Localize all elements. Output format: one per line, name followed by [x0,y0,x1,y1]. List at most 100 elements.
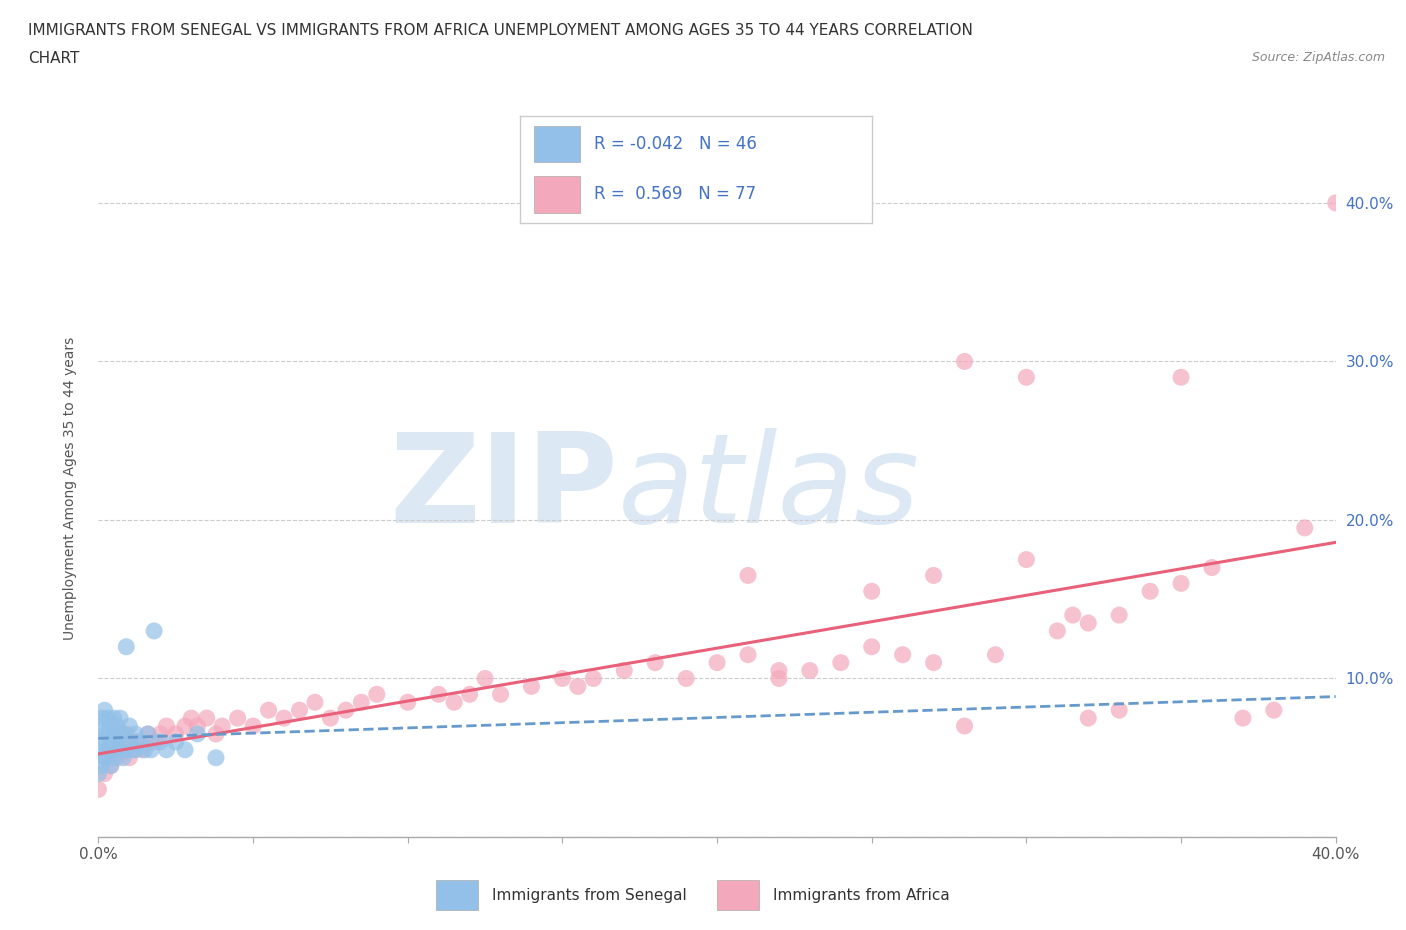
Point [100,735,122,750]
Text: R =  0.569   N = 77: R = 0.569 N = 77 [595,185,756,204]
Point [112,751,135,765]
Point [427,687,450,702]
Point [737,647,759,662]
Point [458,687,481,702]
Point [953,719,976,734]
Point [186,719,208,734]
Point [1108,607,1130,622]
Point [108,735,131,750]
Point [93,751,115,765]
Text: Immigrants from Africa: Immigrants from Africa [773,887,950,903]
Point [87,766,110,781]
Bar [436,880,478,910]
Point [1015,552,1038,567]
Point [97,742,120,757]
Point [860,584,883,599]
Point [108,742,131,757]
Point [105,719,128,734]
Point [103,742,125,757]
Point [108,711,131,725]
Text: atlas: atlas [619,428,920,549]
Point [799,663,821,678]
Point [675,671,697,686]
Point [118,719,141,734]
Point [90,758,112,773]
Point [103,726,125,741]
Point [186,726,208,741]
Bar [534,176,581,213]
Point [100,758,122,773]
Point [350,695,373,710]
Point [134,742,156,757]
Point [103,751,125,765]
Point [103,711,125,725]
Point [97,726,120,741]
Point [520,679,543,694]
Point [1263,703,1285,718]
Point [100,758,122,773]
Text: Source: ZipAtlas.com: Source: ZipAtlas.com [1251,51,1385,64]
Point [124,742,146,757]
Point [100,719,122,734]
Point [443,695,465,710]
Text: CHART: CHART [28,51,80,66]
Point [205,726,228,741]
Point [891,647,914,662]
Point [105,751,128,765]
Point [87,742,110,757]
Point [257,703,280,718]
Point [567,679,589,694]
Point [830,655,852,670]
Point [860,639,883,654]
Bar [717,880,759,910]
Point [1201,560,1223,575]
Point [273,711,295,725]
Point [319,711,342,725]
Point [105,735,128,750]
Text: Immigrants from Senegal: Immigrants from Senegal [492,887,688,903]
Point [124,735,146,750]
Point [97,751,120,765]
Point [335,703,357,718]
Point [489,687,512,702]
Point [1062,607,1084,622]
Point [112,742,135,757]
Point [953,354,976,369]
Point [984,647,1007,662]
Point [288,703,311,718]
Point [143,735,166,750]
Point [93,766,115,781]
Point [1170,370,1192,385]
Point [613,663,636,678]
Point [211,719,233,734]
Point [922,568,945,583]
Point [155,742,177,757]
Point [582,671,605,686]
Point [90,711,112,725]
Point [922,655,945,670]
Point [195,711,218,725]
Point [180,711,202,725]
Point [551,671,574,686]
Point [366,687,388,702]
Text: ZIP: ZIP [389,428,619,549]
Point [136,726,159,741]
Text: R = -0.042   N = 46: R = -0.042 N = 46 [595,135,756,153]
Point [112,726,135,741]
Point [205,751,228,765]
Point [115,742,138,757]
Point [644,655,666,670]
Point [118,735,141,750]
Point [115,639,138,654]
Point [706,655,728,670]
Point [1015,370,1038,385]
Point [139,742,162,757]
Point [242,719,264,734]
Point [474,671,496,686]
Point [115,726,138,741]
Point [226,711,249,725]
Point [118,751,141,765]
Point [87,782,110,797]
Point [174,742,197,757]
Point [103,742,125,757]
